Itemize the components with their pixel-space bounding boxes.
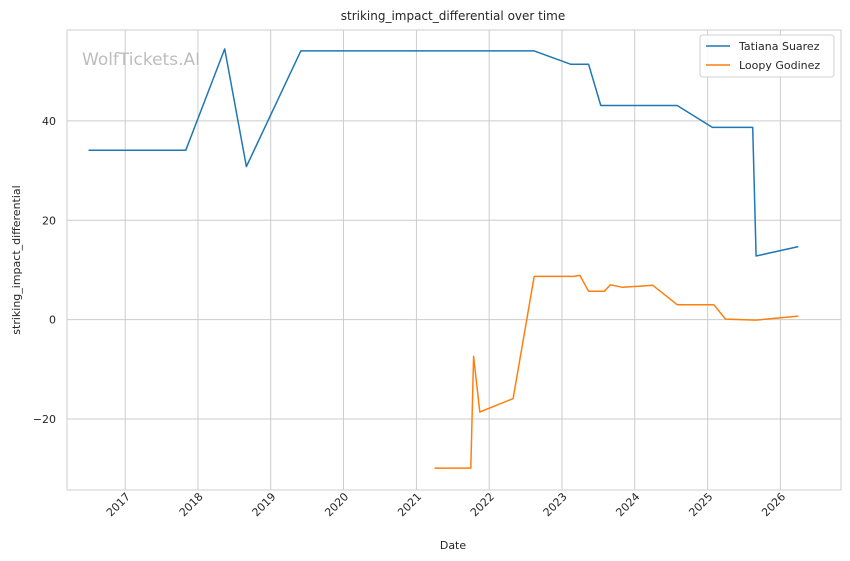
- plot-frame: [66, 29, 842, 491]
- legend-label-tatiana-suarez: Tatiana Suarez: [738, 40, 820, 53]
- x-axis-label: Date: [440, 539, 467, 552]
- y-tick-label: −20: [33, 413, 56, 426]
- plot-background: [67, 30, 841, 490]
- legend-label-loopy-godinez: Loopy Godinez: [739, 59, 820, 72]
- series-lines: [88, 48, 799, 469]
- y-tick-label: 20: [42, 214, 56, 227]
- y-axis-label: striking_impact_differential: [10, 185, 23, 334]
- legend-box: [699, 34, 835, 78]
- plot-area: [66, 29, 842, 491]
- watermark: WolfTickets.AI: [82, 50, 200, 70]
- series-line-tatiana-suarez: [88, 48, 799, 257]
- y-axis-ticks: −20 0 20 40: [33, 115, 56, 426]
- y-tick-label: 0: [49, 314, 56, 327]
- y-tick-label: 40: [42, 115, 56, 128]
- series-line-loopy-godinez: [434, 274, 799, 469]
- grid: [67, 30, 841, 490]
- legend: Tatiana Suarez Loopy Godinez: [699, 34, 835, 78]
- chart-title: striking_impact_differential over time: [341, 9, 566, 23]
